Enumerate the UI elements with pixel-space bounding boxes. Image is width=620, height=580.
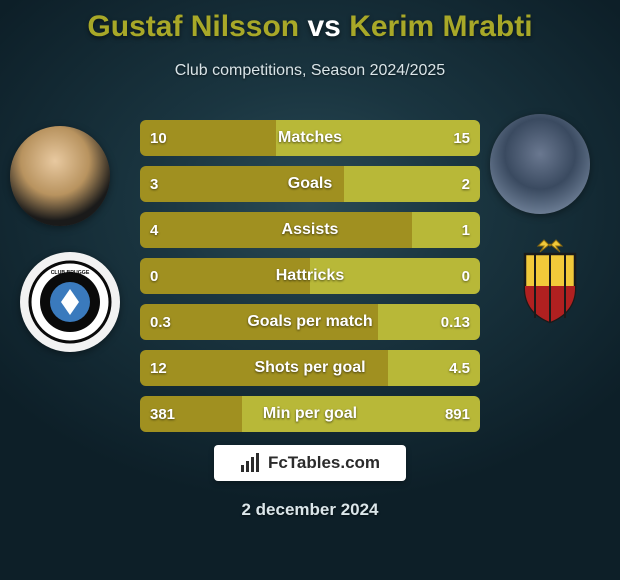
bar-value-right: 0 [462,268,470,285]
page-title: Gustaf Nilsson vs Kerim Mrabti [0,10,620,44]
bar-seg-right: 1 [412,212,480,248]
bar-seg-left: 0.3 [140,304,378,340]
bar-row-goals: 32Goals [140,166,480,202]
bar-value-right: 2 [462,176,470,193]
bar-seg-right: 15 [276,120,480,156]
bar-seg-right: 4.5 [388,350,480,386]
bar-seg-right: 891 [242,396,480,432]
comparison-bars: 1015Matches32Goals41Assists00Hattricks0.… [140,120,480,442]
bar-value-right: 15 [453,130,470,147]
bar-seg-left: 3 [140,166,344,202]
footer-brand-text: FcTables.com [268,453,380,473]
bar-seg-right: 0.13 [378,304,480,340]
bar-value-right: 891 [445,406,470,423]
footer-brand: FcTables.com [214,445,406,481]
bar-value-left: 3 [150,176,158,193]
bar-row-shots-per-goal: 124.5Shots per goal [140,350,480,386]
bar-value-left: 381 [150,406,175,423]
bar-value-right: 1 [462,222,470,239]
bar-value-left: 4 [150,222,158,239]
club-brugge-icon: CLUB BRUGGE [27,259,113,345]
bar-seg-left: 381 [140,396,242,432]
bar-seg-left: 10 [140,120,276,156]
bar-value-left: 0 [150,268,158,285]
bar-row-matches: 1015Matches [140,120,480,156]
bar-value-left: 12 [150,360,167,377]
subtitle: Club competitions, Season 2024/2025 [0,62,620,80]
kv-mechelen-icon [500,230,600,330]
bar-row-goals-per-match: 0.30.13Goals per match [140,304,480,340]
avatar-player1 [10,126,110,226]
bar-value-right: 4.5 [449,360,470,377]
bar-seg-right: 2 [344,166,480,202]
face-icon [10,126,110,226]
title-player1: Gustaf Nilsson [87,10,299,43]
club-logo-2 [500,230,600,330]
bar-seg-right: 0 [310,258,480,294]
bar-row-hattricks: 00Hattricks [140,258,480,294]
club-logo-1: CLUB BRUGGE [20,252,120,352]
bar-row-assists: 41Assists [140,212,480,248]
bar-row-min-per-goal: 381891Min per goal [140,396,480,432]
bar-seg-left: 4 [140,212,412,248]
svg-text:CLUB BRUGGE: CLUB BRUGGE [51,270,90,276]
bar-seg-left: 12 [140,350,388,386]
bar-value-left: 0.3 [150,314,171,331]
chart-icon [240,453,260,473]
bar-seg-left: 0 [140,258,310,294]
footer-brand-wrap: FcTables.com [0,445,620,481]
title-player2: Kerim Mrabti [349,10,532,43]
date-text: 2 december 2024 [0,500,620,520]
avatar-player2 [490,114,590,214]
title-vs: vs [307,10,340,43]
face-icon [490,114,590,214]
bar-value-left: 10 [150,130,167,147]
bar-value-right: 0.13 [441,314,470,331]
